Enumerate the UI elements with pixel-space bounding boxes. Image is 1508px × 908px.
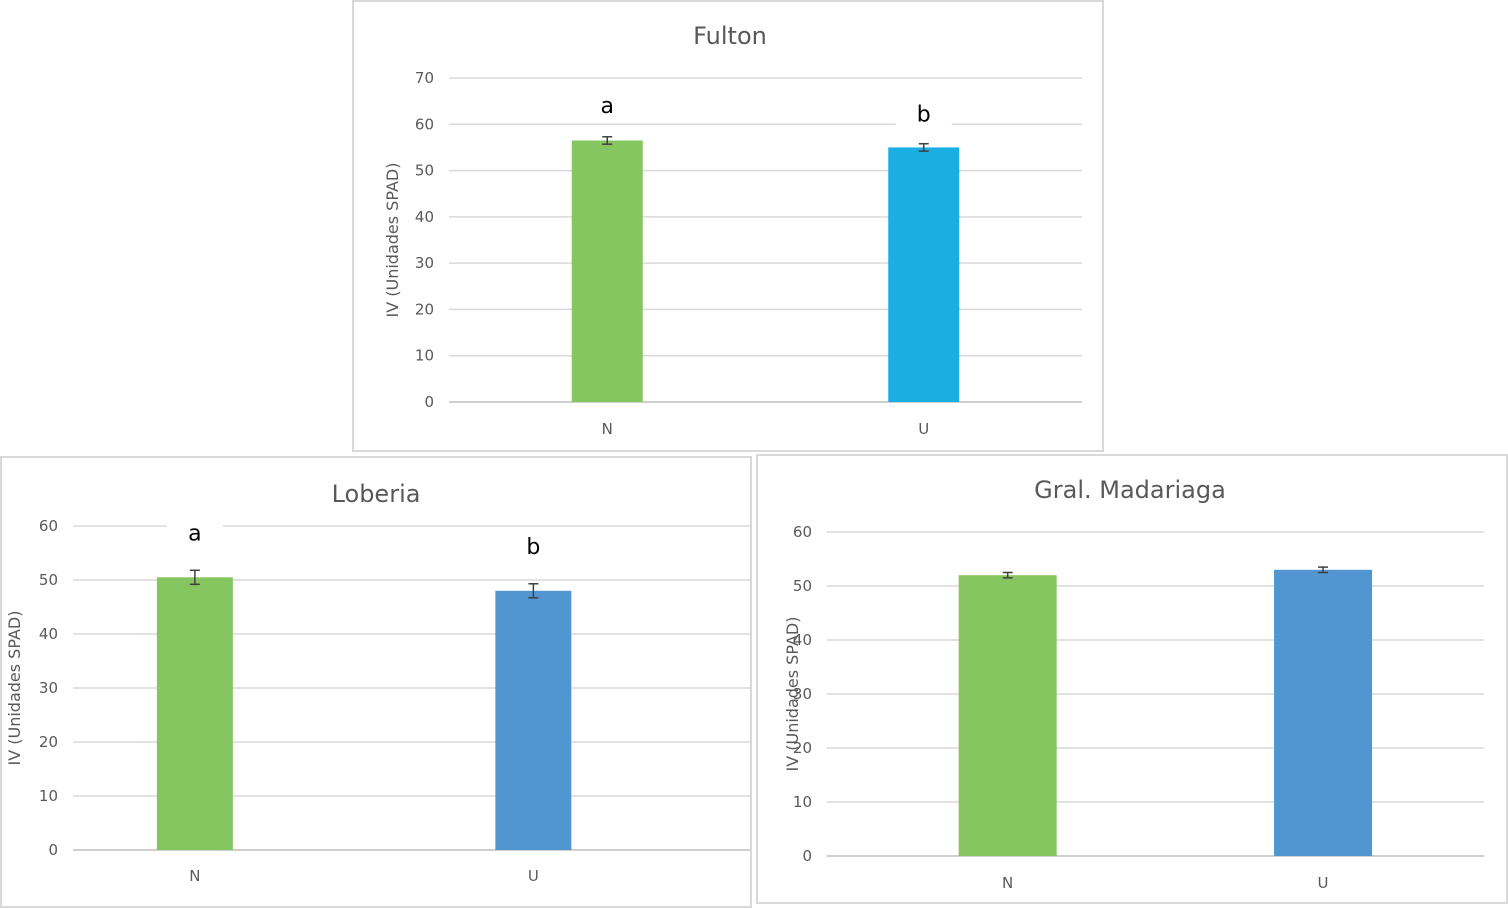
significance-letter: b	[526, 535, 540, 560]
y-tick-label: 0	[424, 393, 434, 411]
x-tick-label: U	[1318, 874, 1329, 892]
y-tick-label: 20	[39, 733, 58, 751]
error-bar	[1002, 571, 1013, 579]
bar-u	[888, 147, 960, 402]
chart-title: Fulton	[693, 22, 767, 50]
y-tick-label: 70	[415, 69, 434, 87]
y-tick-label: 0	[48, 841, 58, 859]
x-tick-label: N	[189, 867, 200, 885]
y-axis-label: IV (Unidades SPAD)	[383, 163, 402, 318]
bar-u	[495, 590, 572, 850]
gridlines	[449, 77, 1082, 403]
y-tick-labels: 0 10 20 30 40 50 60	[793, 523, 812, 865]
y-tick-label: 10	[39, 787, 58, 805]
y-tick-label: 30	[415, 254, 434, 272]
y-tick-label: 30	[793, 685, 812, 703]
y-tick-label: 50	[415, 162, 434, 180]
significance-letter: b	[917, 103, 931, 128]
chart-panel-loberia: Loberia IV (Unidades SPAD) 0 10 20 30 40 50 60…	[0, 456, 752, 908]
y-tick-label: 30	[39, 679, 58, 697]
significance-letter: a	[188, 521, 201, 546]
y-tick-labels: 0 10 20 30 40 50 60 70	[415, 69, 434, 411]
significance-bg	[166, 516, 223, 551]
error-bar	[918, 142, 929, 152]
significance-letter: a	[601, 94, 614, 119]
y-tick-label: 40	[415, 208, 434, 226]
chart-title: Gral. Madariaga	[1034, 476, 1226, 504]
error-bar	[189, 569, 200, 586]
significance-bg	[895, 97, 952, 132]
bar-n	[571, 140, 643, 402]
y-tick-label: 40	[39, 625, 58, 643]
y-tick-labels: 0 10 20 30 40 50 60	[39, 517, 58, 859]
y-tick-label: 50	[39, 571, 58, 589]
x-tick-label: U	[528, 867, 539, 885]
chart-svg-fulton: Fulton IV (Unidades SPAD) 0 10 20 30 40 50 60 7…	[383, 22, 1082, 438]
bar-n	[156, 577, 233, 850]
error-bar	[528, 583, 539, 599]
chart-svg-gral-madariaga: Gral. Madariaga IV (Unidades SPAD) 0 10 20…	[783, 476, 1484, 892]
gridlines	[827, 531, 1484, 857]
x-tick-label: N	[1002, 874, 1013, 892]
error-bar	[602, 136, 613, 145]
bar-n	[958, 575, 1057, 856]
x-tick-label: N	[602, 420, 613, 438]
y-axis-label: IV (Unidades SPAD)	[783, 617, 802, 772]
y-tick-label: 60	[415, 115, 434, 133]
y-tick-label: 0	[802, 847, 812, 865]
bars	[958, 566, 1373, 856]
y-tick-label: 20	[793, 739, 812, 757]
y-tick-label: 60	[39, 517, 58, 535]
chart-panel-fulton: Fulton IV (Unidades SPAD) 0 10 20 30 40 50 60 7…	[352, 0, 1104, 452]
bar-u	[1274, 569, 1373, 856]
error-bar	[1318, 566, 1329, 574]
y-tick-label: 60	[793, 523, 812, 541]
chart-panel-gral-madariaga: Gral. Madariaga IV (Unidades SPAD) 0 10 20…	[756, 454, 1508, 904]
y-tick-label: 10	[793, 793, 812, 811]
significance-bg	[505, 529, 562, 564]
chart-title: Loberia	[332, 480, 421, 508]
chart-svg-loberia: Loberia IV (Unidades SPAD) 0 10 20 30 40 50 60…	[5, 480, 750, 885]
y-axis-label: IV (Unidades SPAD)	[5, 611, 24, 766]
y-tick-label: 50	[793, 577, 812, 595]
y-tick-label: 40	[793, 631, 812, 649]
x-tick-label: U	[918, 420, 929, 438]
significance-bg	[579, 88, 636, 123]
bars: ab	[156, 516, 572, 850]
y-tick-label: 20	[415, 300, 434, 318]
y-tick-label: 10	[415, 347, 434, 365]
